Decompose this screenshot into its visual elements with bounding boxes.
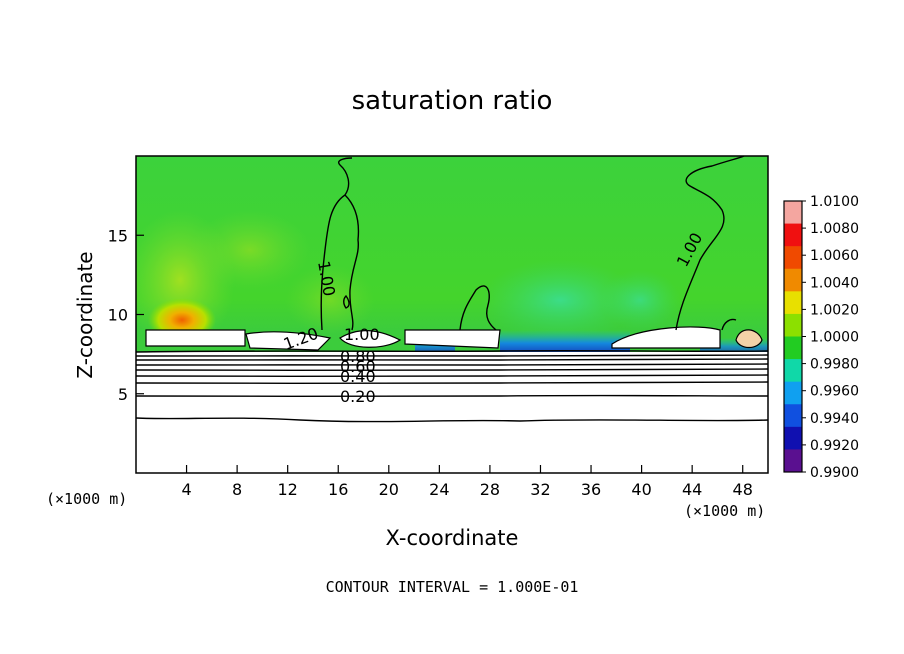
field-blue-band: [500, 330, 630, 352]
colorbar-swatch: [784, 201, 802, 225]
colorbar-tick-label: 1.0000: [810, 330, 859, 346]
contour-label: 0.20: [340, 387, 376, 406]
colorbar-swatch: [784, 291, 802, 315]
contour-label: 0.60: [340, 357, 376, 376]
contour-label: 1.00: [344, 325, 380, 344]
field-cyan-region: [480, 260, 640, 340]
chart-title: saturation ratio: [351, 86, 553, 116]
y-axis-title: Z-coordinate: [73, 251, 97, 378]
colorbar-tick-label: 0.9900: [810, 465, 859, 481]
colorbar-tick-label: 1.0040: [810, 275, 859, 291]
contour-label-group: 1.00 1.00 1.20 1.00 0.80 0.60 0.40 0.20: [281, 230, 706, 406]
x-axis: 4 8 12 16 20 24 28 32 36 40 44 48: [181, 465, 753, 499]
x-unit-label-right: (×1000 m): [684, 502, 766, 520]
x-tick-label: 40: [631, 480, 651, 499]
colorbar-swatch: [784, 246, 802, 270]
colorbar-swatch: [784, 426, 802, 450]
colorbar-tick-label: 1.0020: [810, 302, 859, 318]
y-tick-label: 10: [108, 306, 128, 325]
x-axis-title: X-coordinate: [385, 526, 519, 550]
colorbar-swatch: [784, 404, 802, 428]
x-tick-label: 4: [181, 480, 191, 499]
x-tick-label: 8: [232, 480, 242, 499]
colorbar-swatch: [784, 223, 802, 247]
y-axis: 5 10 15: [108, 226, 144, 404]
colorbar: 1.0100 1.0080 1.0060 1.0040 1.0020 1.0000 0.99…: [783, 194, 859, 481]
colorbar-swatch: [784, 268, 802, 292]
colorbar-tick-label: 0.9920: [810, 438, 859, 454]
contour-interval-note: CONTOUR INTERVAL = 1.000E-01: [325, 578, 579, 596]
colorbar-tick-label: 0.9980: [810, 357, 859, 373]
colorbar-tick-label: 1.0100: [810, 194, 859, 210]
colorbar-tick-label: 1.0080: [810, 221, 859, 237]
field-layer: [136, 156, 768, 473]
x-tick-label: 28: [480, 480, 500, 499]
colorbar-tick-label: 0.9960: [810, 384, 859, 400]
x-tick-label: 24: [429, 480, 449, 499]
contour-label: 0.80: [340, 347, 376, 366]
x-tick-label: 32: [530, 480, 550, 499]
x-tick-label: 36: [581, 480, 601, 499]
contour-label: 0.40: [340, 367, 376, 386]
y-tick-label: 15: [108, 226, 128, 245]
x-tick-label: 20: [379, 480, 399, 499]
field-white-lower: [136, 352, 768, 473]
colorbar-swatch: [784, 359, 802, 383]
x-unit-label-left: (×1000 m): [46, 490, 128, 508]
x-tick-label: 16: [328, 480, 348, 499]
x-tick-label: 48: [733, 480, 753, 499]
x-tick-label: 44: [682, 480, 702, 499]
colorbar-swatch: [784, 381, 802, 405]
x-tick-label: 12: [278, 480, 298, 499]
colorbar-swatch: [784, 313, 802, 337]
colorbar-tick-label: 0.9940: [810, 411, 859, 427]
y-tick-label: 5: [118, 385, 128, 404]
contour-lines: [135, 155, 769, 423]
colorbar-tick-label: 1.0060: [810, 248, 859, 264]
colorbar-swatch: [784, 449, 802, 473]
colorbar-swatch: [784, 336, 802, 360]
